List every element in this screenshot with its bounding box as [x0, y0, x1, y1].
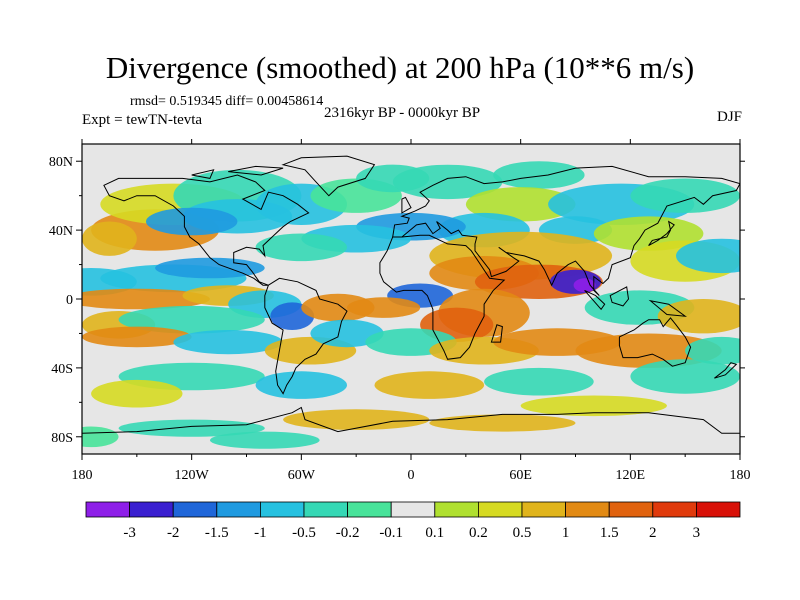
colorbar-swatch	[216, 501, 261, 518]
colorbar-swatch	[390, 501, 436, 518]
coastline	[82, 406, 740, 434]
experiment-label: Expt = tewTN-tevta	[82, 112, 203, 128]
colorbar-swatch	[172, 501, 218, 518]
longitude-axis: 180 120W 60W 0 60E 120E 180	[72, 139, 751, 483]
divergence-contour-region	[118, 305, 265, 334]
divergence-contour-region	[209, 431, 320, 449]
x-tick-label: 60E	[509, 468, 532, 483]
colorbar-swatch	[129, 501, 174, 518]
divergence-contour-region	[429, 414, 576, 432]
colorbar-swatch	[521, 501, 566, 518]
colorbar-label: -2	[167, 525, 180, 541]
rmsd-diff-stats: rmsd= 0.519345 diff= 0.00458614	[130, 94, 324, 109]
divergence-contour-region	[685, 336, 740, 365]
coastline	[191, 169, 215, 179]
x-tick-label: 180	[730, 468, 751, 483]
divergence-contour-region	[630, 178, 740, 213]
divergence-contour-region	[630, 359, 740, 394]
latitude-axis: 80N 40N 0 40S 80S	[49, 155, 745, 446]
coastline	[609, 286, 630, 307]
colorbar-label: -0.5	[292, 525, 316, 541]
divergence-contour-region	[82, 288, 210, 310]
colorbar-label: -1.5	[205, 525, 229, 541]
map-panel	[82, 144, 740, 454]
y-tick-label: 40S	[51, 362, 73, 377]
season-label: DJF	[716, 109, 742, 125]
divergence-contour-region	[484, 367, 594, 396]
coastline	[103, 174, 310, 286]
coastlines	[82, 155, 740, 434]
colorbar: -3 -2 -1.5 -1 -0.5 -0.2 -0.1 0.1 0.2 0.5 1 1.5 2 3	[85, 501, 741, 541]
divergence-contour-region	[91, 379, 183, 408]
divergence-contour-region	[676, 238, 740, 274]
coastline	[281, 155, 376, 197]
divergence-contour-region	[118, 419, 265, 437]
colorbar-swatch	[565, 501, 610, 518]
coastline	[490, 324, 503, 343]
colorbar-label: 3	[693, 525, 701, 541]
coastline	[618, 317, 692, 367]
coastline	[584, 289, 606, 311]
y-tick-label: 80N	[49, 155, 73, 170]
colorbar-label: -1	[254, 525, 267, 541]
colorbar-label: 0.5	[513, 525, 532, 541]
divergence-contour-region	[392, 164, 503, 200]
colorbar-swatch	[608, 501, 654, 518]
colorbar-label: -3	[123, 525, 136, 541]
plot-title: Divergence (smoothed) at 200 hPa (10**6 …	[105, 50, 695, 85]
divergence-contour-region	[82, 426, 119, 448]
coastline	[401, 196, 412, 214]
divergence-contour-region	[82, 326, 192, 348]
colorbar-swatch	[347, 501, 392, 518]
period-label: 2316kyr BP - 0000kyr BP	[324, 105, 481, 121]
coastline	[714, 362, 738, 379]
divergence-contour-region	[82, 221, 137, 256]
divergence-contour-region	[310, 319, 384, 348]
x-tick-label: 120E	[616, 468, 646, 483]
x-tick-label: 60W	[288, 468, 316, 483]
coastline	[648, 299, 687, 317]
divergence-contour-region	[173, 330, 283, 355]
divergence-contour-region	[301, 293, 375, 322]
colorbar-label: 0.2	[469, 525, 488, 541]
coastline	[379, 234, 506, 360]
divergence-contour-region	[255, 233, 347, 262]
colorbar-label: 1	[562, 525, 570, 541]
colorbar-label: -0.1	[379, 525, 403, 541]
divergence-contour-region	[347, 297, 421, 318]
divergence-contour-region	[146, 207, 238, 236]
divergence-contour-region	[520, 395, 667, 417]
x-tick-label: 120W	[175, 468, 210, 483]
y-tick-label: 80S	[51, 431, 73, 446]
colorbar-swatch	[303, 501, 348, 518]
y-tick-label: 40N	[49, 224, 73, 239]
y-tick-label: 0	[66, 293, 73, 308]
colorbar-swatch	[477, 501, 523, 518]
divergence-contour-region	[657, 299, 740, 334]
x-tick-label: 180	[72, 468, 93, 483]
coastline	[228, 165, 284, 176]
colorbar-swatch	[652, 501, 697, 518]
divergence-contour-region	[374, 371, 485, 399]
colorbar-label: 0.1	[425, 525, 444, 541]
coastline	[264, 277, 348, 395]
x-tick-label: 0	[408, 468, 415, 483]
colorbar-swatch	[696, 501, 741, 518]
divergence-field	[82, 161, 740, 449]
divergence-contour-region	[465, 187, 576, 222]
divergence-contour-region	[573, 278, 596, 293]
colorbar-swatch	[434, 501, 479, 518]
divergence-contour-region	[255, 371, 347, 399]
colorbar-label: 2	[649, 525, 657, 541]
coastline	[392, 165, 740, 296]
divergence-contour-region	[575, 333, 722, 368]
colorbar-label: 1.5	[600, 525, 619, 541]
colorbar-swatch	[259, 501, 305, 518]
colorbar-swatch	[85, 501, 130, 518]
divergence-contour-region	[493, 161, 585, 189]
colorbar-label: -0.2	[336, 525, 360, 541]
coastline	[648, 220, 675, 247]
